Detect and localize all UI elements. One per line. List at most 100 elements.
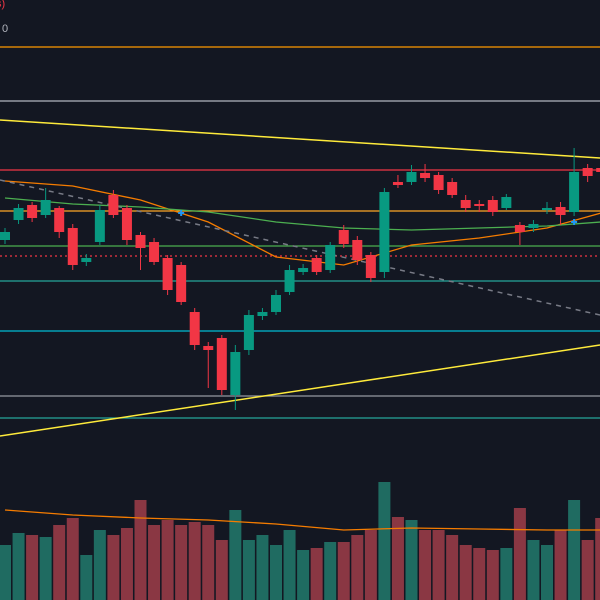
volume-bar xyxy=(188,522,201,600)
candle-body xyxy=(189,312,200,345)
candle-body xyxy=(555,207,566,215)
candle-body xyxy=(271,295,281,312)
trend-line xyxy=(0,344,600,437)
volume-bar xyxy=(0,545,11,600)
volume-bar xyxy=(39,537,52,600)
candle-body xyxy=(460,200,471,208)
candle-body xyxy=(311,258,322,272)
moving-average xyxy=(4,509,600,531)
volume-bar xyxy=(215,540,228,600)
volume-bar xyxy=(256,535,269,600)
candle-body xyxy=(406,172,417,182)
candle-body xyxy=(487,200,498,212)
volume-bar xyxy=(80,555,93,600)
volume-bar xyxy=(432,530,445,600)
candle-body xyxy=(298,268,309,272)
volume-bar xyxy=(581,540,594,600)
volume-bar xyxy=(473,548,486,600)
marker xyxy=(571,219,578,225)
moving-average xyxy=(4,180,600,266)
volume-bar xyxy=(270,545,282,600)
candle-body xyxy=(284,270,295,292)
volume-bar xyxy=(175,525,188,600)
candle-body xyxy=(352,240,363,260)
volume-bar xyxy=(202,525,215,600)
volume-bar xyxy=(229,510,242,600)
candle-body xyxy=(325,245,336,270)
volume-bar xyxy=(419,530,432,600)
candle-body xyxy=(474,204,485,206)
volume-bar xyxy=(391,517,404,600)
volume-bar xyxy=(351,535,364,600)
candle-body xyxy=(596,168,600,172)
volume-bar xyxy=(12,533,25,600)
moving-average xyxy=(4,197,600,231)
candle-body xyxy=(81,258,92,262)
candle-body xyxy=(0,232,10,240)
volume-bar xyxy=(446,535,459,600)
volume-bar xyxy=(337,542,350,600)
candle-body xyxy=(162,258,173,290)
candle-body xyxy=(216,338,227,390)
candle-body xyxy=(67,228,78,265)
candle-body xyxy=(27,205,38,218)
candle-body xyxy=(501,197,512,208)
candle-body xyxy=(243,315,254,350)
volume-bar xyxy=(500,548,513,600)
candle-body xyxy=(149,242,160,262)
candle-body xyxy=(121,208,132,240)
candle-body xyxy=(528,224,539,228)
volume-bar xyxy=(378,482,391,600)
volume-bar xyxy=(527,540,540,600)
candle-body xyxy=(40,200,51,215)
chart-subtitle: 0 xyxy=(2,23,8,35)
candle-body xyxy=(338,230,349,244)
volume-bar xyxy=(459,545,472,600)
volume-bar xyxy=(324,542,337,600)
candle-body xyxy=(582,168,593,176)
candle-body xyxy=(13,208,24,220)
trend-line xyxy=(0,119,600,159)
candle-body xyxy=(379,192,390,272)
volume-bar xyxy=(148,525,161,600)
volume-bar xyxy=(554,530,567,600)
candle-body xyxy=(433,175,444,190)
volume-bar xyxy=(283,530,296,600)
candle-body xyxy=(569,172,580,212)
volume-bar xyxy=(310,548,323,600)
marker xyxy=(178,210,185,216)
candle-body xyxy=(203,346,214,350)
candle-body xyxy=(230,352,241,395)
candle-body xyxy=(514,225,525,232)
volume-bar xyxy=(242,540,255,600)
volume-bar xyxy=(568,500,581,600)
candle-body xyxy=(392,182,403,185)
candle-body xyxy=(257,312,268,316)
volume-bar xyxy=(107,535,120,600)
candle-body xyxy=(542,208,552,210)
volume-bar xyxy=(297,550,310,600)
volume-bar xyxy=(66,518,79,600)
trend-line xyxy=(0,179,600,316)
candle-body xyxy=(54,208,65,232)
volume-bar xyxy=(595,518,600,600)
volume-bar xyxy=(120,528,133,600)
volume-bar xyxy=(541,545,553,600)
volume-bar xyxy=(93,530,106,600)
volume-bar xyxy=(405,520,418,600)
volume-bar xyxy=(26,535,39,600)
volume-bar xyxy=(53,525,66,600)
volume-bar xyxy=(513,508,526,600)
volume-bar xyxy=(161,520,174,600)
candle-body xyxy=(447,182,458,195)
candle-body xyxy=(176,265,187,302)
candle-body xyxy=(94,210,105,242)
volume-bar xyxy=(364,530,377,600)
candle-body xyxy=(108,195,119,215)
volume-bar xyxy=(134,500,147,600)
volume-bar xyxy=(486,550,499,600)
chart-title: s) xyxy=(0,0,5,10)
